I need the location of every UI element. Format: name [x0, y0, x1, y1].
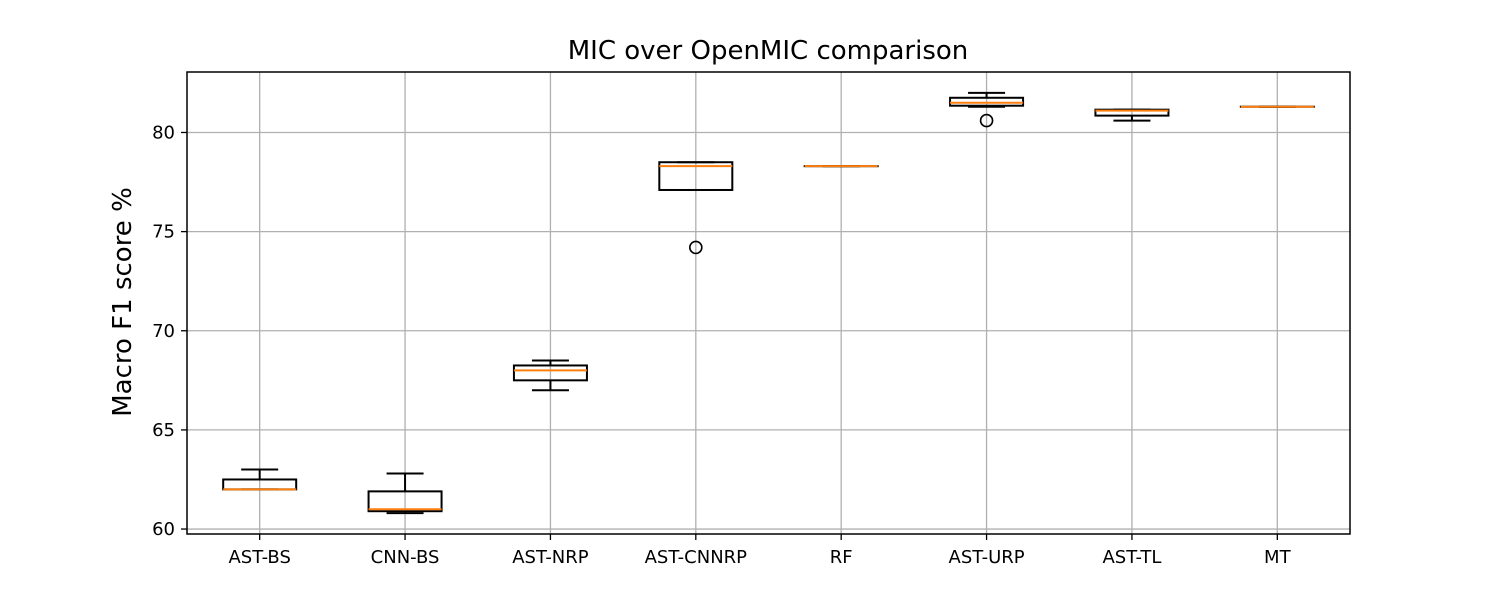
plot-frame [186, 71, 1351, 535]
iqr-box [512, 364, 588, 382]
x-tick-label: RF [830, 547, 853, 568]
grid-lines [187, 72, 1350, 534]
x-tick-label: AST-NRP [512, 547, 589, 568]
x-tick-label: AST-TL [1102, 547, 1161, 568]
y-tick-label: 60 [152, 519, 175, 540]
box-group [1094, 108, 1170, 122]
chart-title: MIC over OpenMIC comparison [568, 36, 969, 66]
box-group [512, 359, 588, 392]
box-group [658, 161, 734, 255]
iqr-box [658, 161, 734, 191]
iqr-box [367, 490, 443, 513]
axis-ticks: 60 65 70 75 80 AST-BS CNN-BS AST-NRP AST-CNNRP RF… [152, 122, 1291, 568]
x-tick-label: AST-BS [228, 547, 290, 568]
x-tick-label: AST-URP [949, 547, 1025, 568]
outlier-point [689, 240, 703, 255]
x-tick-label: CNN-BS [371, 547, 440, 568]
box-group [222, 468, 298, 491]
y-tick-label: 65 [152, 420, 175, 441]
box-group [367, 472, 443, 515]
y-tick-label: 80 [152, 122, 175, 143]
x-tick-label: MT [1264, 547, 1292, 568]
box-group [949, 91, 1025, 128]
x-tick-label: AST-CNNRP [645, 547, 748, 568]
outlier-point [979, 113, 994, 128]
box-series [222, 91, 1315, 515]
y-tick-label: 70 [152, 321, 175, 342]
y-axis-label: Macro F1 score % [108, 187, 138, 417]
y-tick-label: 75 [152, 222, 175, 243]
